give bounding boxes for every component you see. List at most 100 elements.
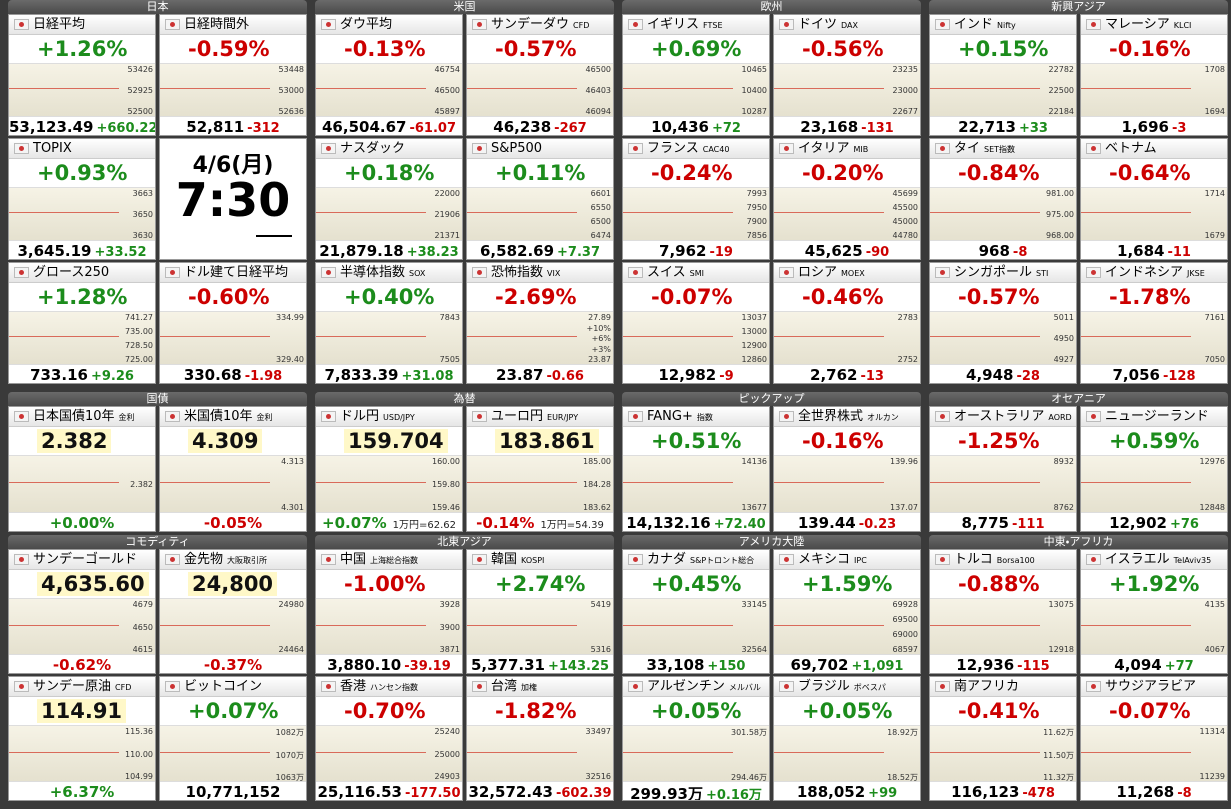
market-tile[interactable]: メキシコ IPC +1.59% 69928 69500 69000 68597 69,702 +… xyxy=(773,549,921,674)
tile-subname: KLCI xyxy=(1173,21,1192,30)
market-tile[interactable]: ロシア MOEX -0.46% 2783 2752 2,762 -13 xyxy=(773,262,921,384)
tile-header: インドネシア JKSE xyxy=(1081,263,1227,283)
change-amount: +77 xyxy=(1164,659,1194,674)
market-tile[interactable]: グロース250 +1.28% 741.27 735.00 728.50 725.00 733… xyxy=(8,262,156,384)
price: 733.16 xyxy=(30,366,88,384)
market-tile[interactable]: トルコ Borsa100 -0.88% 13075 12918 12,936 -115 xyxy=(929,549,1077,674)
price: 52,811 xyxy=(186,118,245,136)
market-tile[interactable]: サンデーゴールド 4,635.60 4679 4650 4615 -0.62% xyxy=(8,549,156,674)
axis-label: 33497 xyxy=(585,727,611,736)
change-percent: -0.70% xyxy=(344,699,426,723)
axis-label: 160.00 xyxy=(432,457,460,466)
tile-name: フランス xyxy=(647,141,699,156)
market-tile[interactable]: サウジアラビア -0.07% 11314 11239 11,268 -8 xyxy=(1080,676,1228,801)
market-tile[interactable]: ダウ平均 -0.13% 46754 46500 45897 46,504.67 -61.07 xyxy=(315,14,463,136)
mini-chart: 7993 7950 7900 7856 xyxy=(623,187,769,241)
tile-footer: 4,948 -28 xyxy=(930,366,1076,383)
mini-chart: 1714 1679 xyxy=(1081,187,1227,241)
market-tile[interactable]: 中国 上海総合指数 -1.00% 3928 3900 3871 3,880.10 -39.19 xyxy=(315,549,463,674)
market-tile[interactable]: 台湾 加権 -1.82% 33497 32516 32,572.43 -602.39 xyxy=(466,676,614,801)
axis-label: 2752 xyxy=(897,355,918,364)
axis-label: 10400 xyxy=(741,86,767,95)
tile-name: カナダ xyxy=(647,552,687,567)
change-percent: -0.59% xyxy=(188,37,270,61)
axis-label: 104.99 xyxy=(125,772,153,781)
market-tile[interactable]: フランス CAC40 -0.24% 7993 7950 7900 7856 7,962 -19 xyxy=(622,138,770,260)
market-tile[interactable]: ナスダック +0.18% 22000 21906 21371 21,879.18 +38.2… xyxy=(315,138,463,260)
tile-name: 中国 xyxy=(340,552,367,567)
market-tile[interactable]: ドル円 USD/JPY 159.704 160.00 159.80 159.46 +0.07… xyxy=(315,406,463,532)
flag-icon xyxy=(1086,554,1101,565)
market-tile[interactable]: 米国債10年 金利 4.309 4.313 4.301 -0.05% xyxy=(159,406,307,532)
axis-label: +3% xyxy=(591,344,611,354)
change-percent: -2.69% xyxy=(495,285,577,309)
market-tile[interactable]: タイ SET指数 -0.84% 981.00 975.00 968.00 968 -8 xyxy=(929,138,1077,260)
tile-header: ニュージーランド xyxy=(1081,407,1227,427)
market-tile[interactable]: カナダ S&Pトロント総合 +0.45% 33145 32564 33,108 +150 xyxy=(622,549,770,674)
market-tile[interactable]: ブラジル ボベスパ +0.05% 18.92万 18.52万 188,052 +99 xyxy=(773,676,921,801)
reference-line xyxy=(623,212,733,213)
change-percent: +0.51% xyxy=(651,429,742,453)
axis-label: 4067 xyxy=(1204,645,1225,654)
price: 7,962 xyxy=(659,242,707,260)
market-tile[interactable]: インド Nifty +0.15% 22782 22500 22184 22,713 +33 xyxy=(929,14,1077,136)
tile-footer: -0.37% xyxy=(160,656,306,673)
tile-subname: SOX xyxy=(409,269,426,278)
change-percent: +0.00% xyxy=(49,514,115,532)
market-tile[interactable]: ニュージーランド +0.59% 12976 12848 12,902 +76 xyxy=(1080,406,1228,532)
market-tile[interactable]: オーストラリア AORD -1.25% 8932 8762 8,775 -111 xyxy=(929,406,1077,532)
axis-label: 6550 xyxy=(590,203,611,212)
market-tile[interactable]: 南アフリカ -0.41% 11.62万 11.50万 11.32万 116,123 -478 xyxy=(929,676,1077,801)
flag-icon xyxy=(628,267,643,278)
market-tile[interactable]: 香港 ハンセン指数 -0.70% 25240 25000 24903 25,116.53 -1… xyxy=(315,676,463,801)
market-tile[interactable]: ベトナム -0.64% 1714 1679 1,684 -11 xyxy=(1080,138,1228,260)
market-tile[interactable]: 日経平均 +1.26% 53426 52925 52500 53,123.49 +660.2… xyxy=(8,14,156,136)
market-tile[interactable]: 韓国 KOSPI +2.74% 5419 5316 5,377.31 +143.25 xyxy=(466,549,614,674)
axis-label: 4950 xyxy=(1053,334,1074,343)
axis-label: 6474 xyxy=(590,231,611,240)
reference-line xyxy=(9,212,119,213)
price: 2.382 xyxy=(37,429,112,453)
change-amount: +660.22 xyxy=(96,121,156,136)
change-percent: +0.07% xyxy=(322,514,387,532)
market-tile[interactable]: マレーシア KLCI -0.16% 1708 1694 1,696 -3 xyxy=(1080,14,1228,136)
change-percent: +0.45% xyxy=(651,572,742,596)
tile-name: ブラジル xyxy=(798,679,850,694)
tile-name: スイス xyxy=(647,265,686,280)
market-tile[interactable]: 日経時間外 -0.59% 53448 53000 52636 52,811 -312 xyxy=(159,14,307,136)
market-tile[interactable]: イギリス FTSE +0.69% 10465 10400 10287 10,436 +72 xyxy=(622,14,770,136)
market-tile[interactable]: TOPIX +0.93% 3663 3650 3630 3,645.19 +33.52 xyxy=(8,138,156,260)
change-amount: -267 xyxy=(554,121,587,136)
price: 23,168 xyxy=(800,118,859,136)
change-amount: -177.50 xyxy=(404,786,461,801)
market-tile[interactable]: ドイツ DAX -0.56% 23235 23000 22677 23,168 -131 xyxy=(773,14,921,136)
market-tile[interactable]: スイス SMI -0.07% 13037 13000 12900 12860 12,982 -9 xyxy=(622,262,770,384)
market-tile[interactable]: サンデー原油 CFD 114.91 115.36 110.00 104.99 +6.37% xyxy=(8,676,156,801)
axis-label: 725.00 xyxy=(125,355,153,364)
tile-subname: CFD xyxy=(573,21,590,30)
reference-line xyxy=(316,482,426,483)
market-tile[interactable]: 金先物 大阪取引所 24,800 24980 24464 -0.37% xyxy=(159,549,307,674)
market-tile[interactable]: ユーロ円 EUR/JPY 183.861 185.00 184.28 183.62 -0.1… xyxy=(466,406,614,532)
market-tile[interactable]: FANG+ 指数 +0.51% 14136 13677 14,132.16 +72.40 xyxy=(622,406,770,532)
market-tile[interactable]: ドル建て日経平均 -0.60% 334.99 329.40 330.68 -1.98 xyxy=(159,262,307,384)
market-tile[interactable]: インドネシア JKSE -1.78% 7161 7050 7,056 -128 xyxy=(1080,262,1228,384)
market-tile[interactable]: 恐怖指数 VIX -2.69% 27.89 +10% +6% +3% 23.87 23.87 -0… xyxy=(466,262,614,384)
market-tile[interactable]: シンガポール STI -0.57% 5011 4950 4927 4,948 -28 xyxy=(929,262,1077,384)
market-tile[interactable]: 半導体指数 SOX +0.40% 7843 7505 7,833.39 +31.08 xyxy=(315,262,463,384)
market-tile[interactable]: 日本国債10年 金利 2.382 2.382 +0.00% xyxy=(8,406,156,532)
axis-label: 53000 xyxy=(278,86,304,95)
axis-label: 159.80 xyxy=(432,480,460,489)
tile-name: FANG+ xyxy=(647,409,693,424)
market-tile[interactable]: サンデーダウ CFD -0.57% 46500 46403 46094 46,238 -267 xyxy=(466,14,614,136)
market-tile[interactable]: ビットコイン +0.07% 1082万 1070万 1063万 10,771,152 xyxy=(159,676,307,801)
tile-header: ドル建て日経平均 xyxy=(160,263,306,283)
market-tile[interactable]: イタリア MIB -0.20% 45699 45500 45000 44780 45,625-… xyxy=(773,138,921,260)
market-tile[interactable]: 全世界株式 オルカン -0.16% 139.96 137.07 139.44 -0.23 xyxy=(773,406,921,532)
change-amount: -131 xyxy=(861,121,894,136)
flag-icon xyxy=(472,554,487,565)
market-tile[interactable]: S&P500 +0.11% 6601 6550 6500 6474 6,582.69 +7.3… xyxy=(466,138,614,260)
market-tile[interactable]: イスラエル TelAviv35 +1.92% 4135 4067 4,094 +77 xyxy=(1080,549,1228,674)
market-tile[interactable]: アルゼンチン メルバル +0.05% 301.58万 294.46万 299.93万 +0.… xyxy=(622,676,770,801)
change-percent: +0.05% xyxy=(802,699,893,723)
